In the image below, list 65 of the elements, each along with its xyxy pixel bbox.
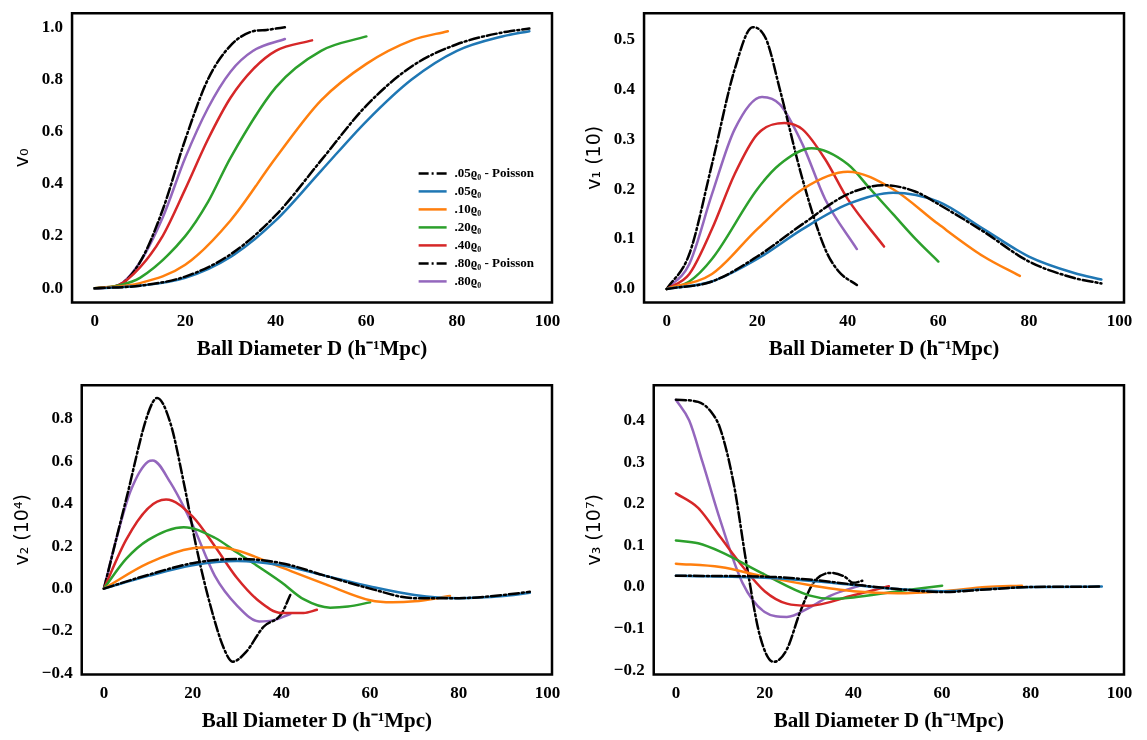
y-tick-label: 0.4 [613,78,636,98]
x-tick-label: 60 [933,682,951,702]
y-tick-label: −0.4 [41,662,74,682]
x-tick-label: 100 [1106,682,1133,702]
y-tick-label: 0.1 [623,534,645,554]
y-tick-label: 0.2 [623,493,645,513]
y-tick-label: 0.6 [41,121,64,141]
x-tick-label: 0 [662,310,671,330]
x-tick-label: 80 [448,310,466,330]
x-tick-label: 80 [1022,682,1040,702]
x-axis-title: Ball Diameter D (h⁻¹Mpc) [196,335,428,360]
y-tick-label: 0.2 [41,225,64,245]
legend-label: .80ϱ₀ - Poisson [454,254,535,270]
y-axis-title: v₀ [10,148,33,168]
y-tick-label: 0.1 [613,228,636,248]
x-tick-label: 60 [357,310,375,330]
y-tick-label: 0.3 [613,128,636,148]
y-tick-label: 0.0 [623,576,645,596]
y-tick-label: 1.0 [41,16,64,36]
x-axis-title: Ball Diameter D (h⁻¹Mpc) [773,707,1005,732]
x-tick-label: 0 [671,682,681,702]
y-tick-label: 0.0 [613,278,636,298]
x-axis-title: Ball Diameter D (h⁻¹Mpc) [201,707,433,732]
x-tick-label: 100 [534,310,561,330]
x-tick-label: 0 [99,682,109,702]
y-tick-label: 0.5 [613,29,636,49]
legend-label: .10ϱ₀ [454,200,482,216]
y-tick-label: 0.0 [51,577,73,597]
legend-label: .05ϱ₀ [454,182,482,198]
x-tick-label: 20 [756,682,774,702]
legend-label: .05ϱ₀ - Poisson [454,164,535,180]
legend-label: .40ϱ₀ [454,236,482,252]
x-tick-label: 100 [1106,310,1133,330]
y-tick-label: 0.4 [623,409,646,429]
y-tick-label: 0.4 [41,173,64,193]
y-axis-title: v₃ (10⁷) [582,494,605,566]
y-axis-title: v₁ (10) [582,125,605,190]
x-tick-label: 40 [844,682,862,702]
y-tick-label: 0.2 [51,535,73,555]
y-tick-label: 0.4 [51,493,74,513]
y-tick-label: 0.8 [51,408,73,428]
y-tick-label: −0.2 [41,620,73,640]
x-tick-label: 0 [90,310,99,330]
y-tick-label: 0.8 [41,68,64,88]
y-tick-label: −0.2 [613,659,645,679]
x-tick-label: 60 [361,682,379,702]
y-tick-label: 0.2 [613,178,636,198]
x-tick-label: 20 [748,310,766,330]
y-tick-label: 0.3 [623,451,645,471]
legend-label: .80ϱ₀ [454,272,482,288]
x-tick-label: 40 [272,682,290,702]
x-tick-label: 40 [267,310,285,330]
x-axis-title: Ball Diameter D (h⁻¹Mpc) [768,335,1000,360]
y-tick-label: 0.0 [41,277,64,297]
y-tick-label: 0.6 [51,450,73,470]
x-tick-label: 20 [184,682,202,702]
y-tick-label: −0.1 [613,618,645,638]
x-tick-label: 20 [176,310,194,330]
x-tick-label: 80 [1020,310,1038,330]
x-tick-label: 80 [450,682,468,702]
x-tick-label: 60 [929,310,947,330]
x-tick-label: 100 [534,682,561,702]
legend-label: .20ϱ₀ [454,218,482,234]
y-axis-title: v₂ (10⁴) [10,494,33,566]
x-tick-label: 40 [839,310,857,330]
